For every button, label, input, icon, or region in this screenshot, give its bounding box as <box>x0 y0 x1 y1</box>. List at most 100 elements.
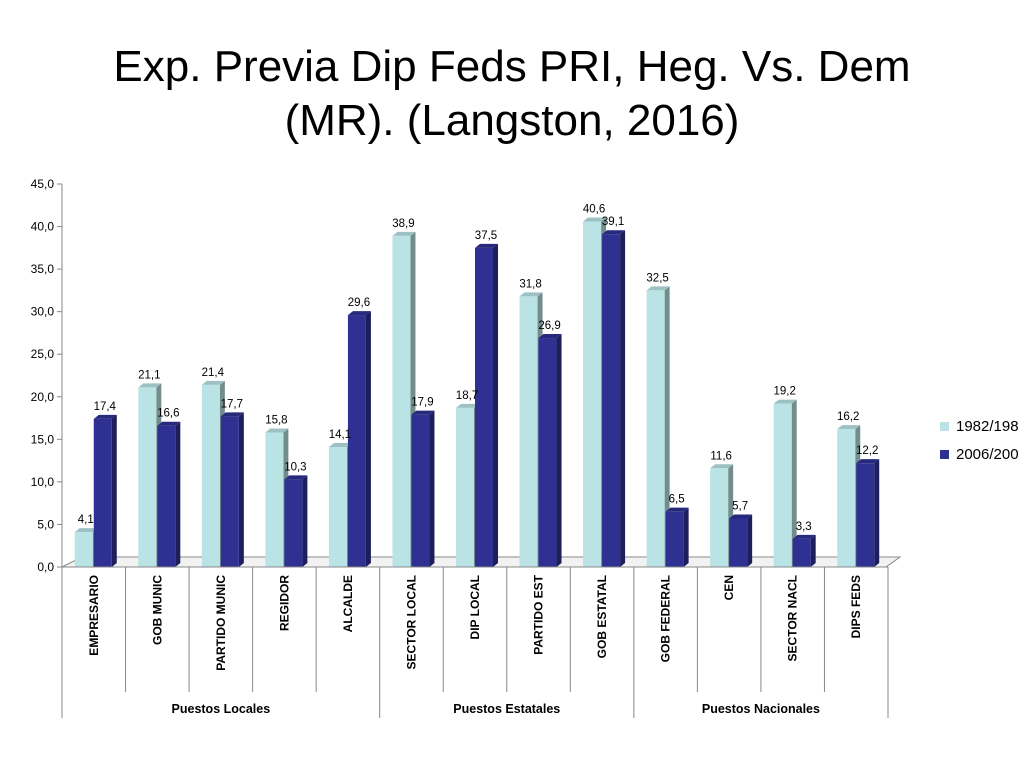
bar-top <box>837 425 861 430</box>
chart-bars <box>74 217 880 568</box>
bar-top <box>538 334 562 339</box>
chart-title: Exp. Previa Dip Feds PRI, Heg. Vs. Dem (… <box>0 40 1024 148</box>
y-tick-label: 15,0 <box>31 432 55 446</box>
x-tick-label: PARTIDO EST <box>532 574 546 654</box>
chart-data-labels: 4,1 17,4 21,1 16,6 21,4 17,7 15,8 10,3 14,1 29,6 3… <box>78 203 879 532</box>
bar-top <box>519 292 543 297</box>
data-label: 17,9 <box>411 397 433 409</box>
bar-side <box>238 412 244 567</box>
bar-front <box>93 418 112 567</box>
bar-front <box>138 387 157 567</box>
bar-front <box>74 532 93 567</box>
bar-top <box>328 442 352 447</box>
data-label: 14,1 <box>329 429 351 441</box>
bar-top <box>74 528 98 533</box>
bar-top <box>475 243 498 248</box>
data-label: 19,2 <box>773 386 795 398</box>
data-label: 37,5 <box>475 230 497 242</box>
bar-front <box>201 384 220 567</box>
bar-top <box>347 311 371 316</box>
bar-top <box>201 380 225 385</box>
bar-top <box>583 217 607 222</box>
bar-gob-federal-s1 <box>646 286 670 567</box>
bar-dips-feds-s2 <box>856 459 880 567</box>
data-label: 6,5 <box>669 494 685 506</box>
data-label: 29,6 <box>348 297 370 309</box>
chart-legend: 1982/198 2006/200 <box>940 418 1019 463</box>
bar-side <box>556 334 562 567</box>
bar-front <box>519 296 538 567</box>
bar-top <box>220 412 244 417</box>
x-tick-label: EMPRESARIO <box>87 575 101 656</box>
x-tick-label: GOB FEDERAL <box>659 575 673 662</box>
data-label: 21,1 <box>138 369 160 381</box>
group-label: Puestos Locales <box>172 702 271 716</box>
legend-label: 1982/198 <box>956 418 1019 435</box>
data-label: 21,4 <box>202 367 225 379</box>
bar-front <box>773 403 792 567</box>
data-label: 18,7 <box>456 390 478 402</box>
x-tick-label: GOB MUNIC <box>150 575 164 645</box>
data-label: 3,3 <box>796 521 812 533</box>
bar-side <box>365 311 371 567</box>
bar-top <box>392 231 416 236</box>
bar-top <box>265 428 289 433</box>
data-label: 39,1 <box>602 216 624 228</box>
y-tick-label: 10,0 <box>31 475 55 489</box>
x-tick-label: DIPS FEDS <box>849 575 863 638</box>
data-label: 26,9 <box>538 320 560 332</box>
group-label: Puestos Nacionales <box>702 702 820 716</box>
bar-sector-local-s2 <box>411 410 435 567</box>
bar-gob-estatal-s2 <box>602 230 626 567</box>
data-label: 12,2 <box>856 445 878 457</box>
data-label: 38,9 <box>392 218 414 230</box>
y-tick-label: 40,0 <box>31 220 55 234</box>
bar-front <box>328 446 347 567</box>
bar-side <box>874 459 880 567</box>
group-label: Puestos Estatales <box>453 702 560 716</box>
bar-top <box>411 410 435 415</box>
data-label: 17,4 <box>94 401 117 413</box>
bar-top <box>456 403 479 408</box>
bar-top <box>138 383 162 388</box>
data-label: 4,1 <box>78 514 94 526</box>
chart-axes: 0,0 5,0 10,0 15,0 20,0 25,0 30,0 35,0 40,0 45,0 <box>31 177 902 574</box>
legend-label: 2006/200 <box>956 446 1019 463</box>
bar-top <box>773 399 797 404</box>
x-tick-label: SECTOR NACL <box>786 575 800 661</box>
data-label: 5,7 <box>732 500 748 512</box>
bar-side <box>620 230 626 567</box>
bar-front <box>792 538 811 567</box>
bar-front <box>710 468 729 567</box>
y-tick-label: 0,0 <box>37 560 54 574</box>
bar-top <box>665 507 689 512</box>
bar-side <box>111 414 117 567</box>
bar-top <box>157 421 181 426</box>
bar-front <box>837 429 856 567</box>
bar-alcalde-s2 <box>347 311 371 567</box>
bar-front <box>665 511 684 567</box>
bar-front <box>157 425 176 567</box>
bar-top <box>729 514 753 519</box>
data-label: 16,2 <box>837 411 859 423</box>
bar-gob-federal-s2 <box>665 507 689 567</box>
bar-top <box>792 534 816 539</box>
bar-side <box>791 399 797 567</box>
bar-gob-munic-s2 <box>157 421 181 567</box>
x-tick-label: DIP LOCAL <box>468 575 482 639</box>
bar-side <box>429 410 435 567</box>
bar-top <box>856 459 880 464</box>
x-tick-label: ALCALDE <box>341 575 355 632</box>
bar-front <box>646 290 665 567</box>
y-tick-label: 45,0 <box>31 177 55 191</box>
bar-side <box>302 475 308 567</box>
y-tick-label: 5,0 <box>37 517 54 531</box>
bar-top <box>602 230 626 235</box>
bar-side <box>683 507 689 567</box>
bar-dip-local-s2 <box>475 243 498 568</box>
bar-front <box>220 416 239 567</box>
bar-side <box>493 243 498 568</box>
bar-front <box>284 479 303 567</box>
bar-top <box>646 286 670 291</box>
y-tick-label: 30,0 <box>31 305 55 319</box>
